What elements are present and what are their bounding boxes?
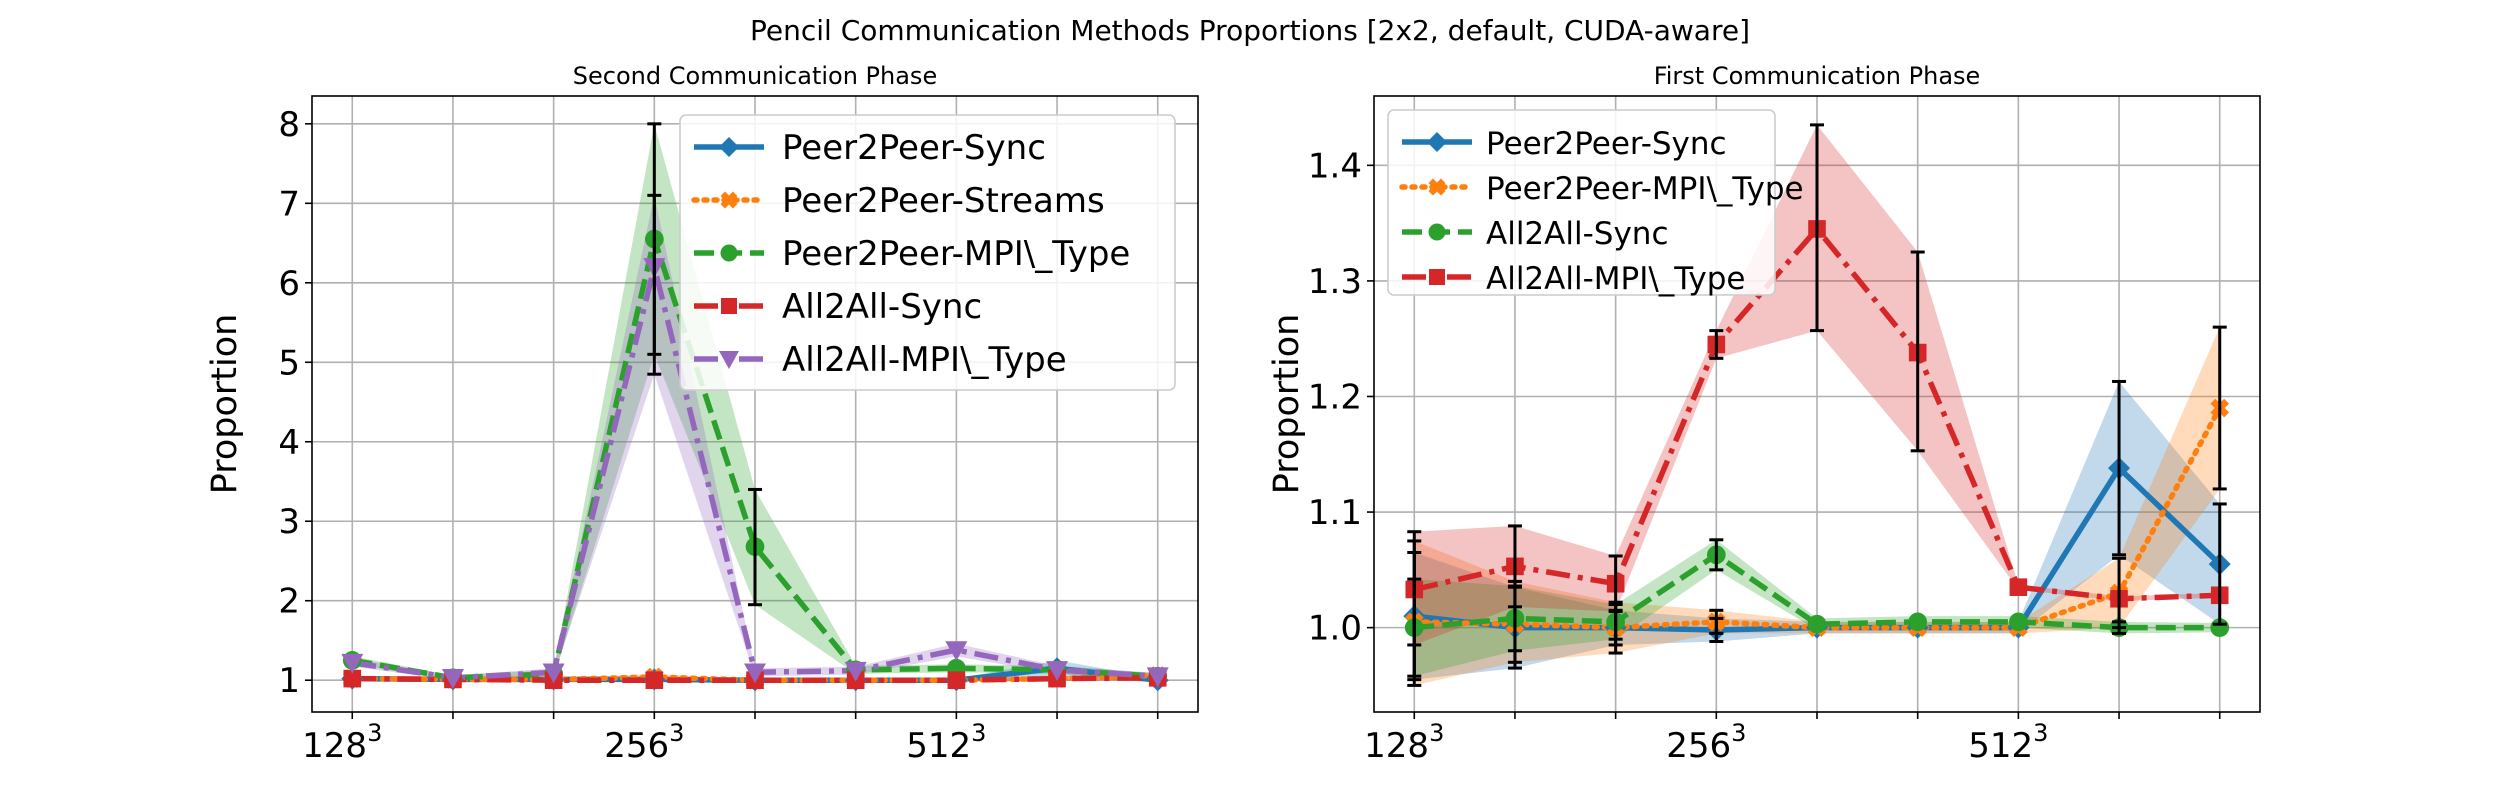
legend-marker-peer2peer-streams (720, 191, 738, 209)
point-all2all-sync (1807, 614, 1827, 634)
band-peer2peer-sync (1414, 381, 2220, 680)
y-tick-label: 3 (278, 502, 300, 542)
point-all2all-mpi-type (1146, 667, 1169, 688)
point-all2all-mpi-type (844, 661, 867, 682)
panel-title: First Communication Phase (1654, 62, 1981, 90)
x-tick-label: 2563 (1666, 719, 1746, 766)
x-tick-base: 256 (604, 726, 669, 766)
y-tick-label: 1.3 (1308, 262, 1362, 302)
band-peer2peer-mpi-type (1414, 327, 2220, 686)
y-tick-label: 7 (278, 184, 300, 224)
x-tick-exponent: 3 (971, 719, 986, 747)
legend-label-peer2peer-streams: Peer2Peer-Streams (782, 181, 1105, 221)
legend-marker-all2all-sync (1428, 223, 1446, 241)
legend-label-peer2peer-mpi-type: Peer2Peer-MPI\_Type (782, 234, 1130, 274)
point-all2all-sync (2009, 612, 2028, 632)
x-tick-exponent: 3 (669, 719, 684, 747)
x-tick-label: 5123 (906, 719, 986, 766)
x-tick-base: 512 (1968, 726, 2033, 766)
point-all2all-sync (343, 669, 362, 688)
point-all2all-sync (947, 671, 966, 690)
x-tick-exponent: 3 (367, 719, 382, 747)
y-axis-label: Proportion (1267, 314, 1307, 495)
legend-label-all2all-mpi-type: All2All-MPI\_Type (1486, 261, 1746, 297)
legend-label-peer2peer-mpi-type: Peer2Peer-MPI\_Type (1486, 171, 1804, 207)
legend-box (1387, 109, 1776, 296)
y-tick-label: 1 (278, 661, 300, 701)
x-tick-exponent: 3 (2033, 719, 2048, 747)
legend: Peer2Peer-Sync Peer2Peer-MPI\_Type All2All… (1387, 109, 1804, 297)
x-tick-exponent: 3 (1731, 719, 1746, 747)
legend-label-peer2peer-sync: Peer2Peer-Sync (1486, 126, 1727, 162)
y-tick-label: 4 (278, 423, 300, 463)
legend: Peer2Peer-Sync Peer2Peer-Streams Peer2Peer… (679, 114, 1176, 391)
x-tick-exponent: 3 (1429, 719, 1444, 747)
y-tick-label: 1.4 (1308, 146, 1362, 186)
legend-marker-peer2peer-sync (1427, 132, 1447, 152)
point-all2all-mpi-type (2009, 578, 2028, 596)
y-tick-label: 1.0 (1308, 609, 1362, 649)
x-tick-base: 128 (302, 726, 367, 766)
x-tick-base: 512 (906, 726, 971, 766)
legend-marker-all2all-mpi-type (719, 351, 739, 369)
legend-label-all2all-sync: All2All-Sync (782, 287, 982, 327)
x-tick-label: 1283 (302, 719, 382, 766)
x-tick-label: 1283 (1364, 719, 1444, 766)
panel-title: Second Communication Phase (573, 62, 937, 90)
x-axis: 1283 2563 5123 (302, 712, 1159, 766)
point-all2all-mpi-type (341, 653, 364, 674)
legend-label-all2all-mpi-type: All2All-MPI\_Type (782, 340, 1067, 380)
series-markers (341, 229, 1169, 692)
point-all2all-sync (645, 671, 664, 690)
legend-marker-peer2peer-sync (719, 137, 739, 157)
y-tick-label: 8 (278, 105, 300, 145)
x-tick-base: 256 (1666, 726, 1731, 766)
point-all2all-mpi-type (1046, 661, 1069, 681)
x-tick-label: 2563 (604, 719, 684, 766)
panel-first-communication-phase: First Communication Phase 1.0 1.1 1.2 1.3 1.4… (1267, 62, 2261, 766)
error-bars (647, 122, 762, 607)
series-line-all2all-sync (1414, 552, 2220, 631)
legend-marker-all2all-mpi-type (1429, 269, 1445, 285)
legend-marker-all2all-sync (721, 298, 737, 314)
error-bars (1407, 123, 2227, 687)
legend-box (679, 114, 1176, 391)
legend-label-all2all-sync: All2All-Sync (1486, 216, 1669, 252)
y-tick-label: 6 (278, 264, 300, 304)
y-tick-label: 1.2 (1308, 377, 1362, 417)
legend-marker-peer2peer-mpi-type (1428, 178, 1446, 196)
y-axis-label: Proportion (205, 314, 245, 495)
legend-label-peer2peer-sync: Peer2Peer-Sync (782, 128, 1046, 168)
point-all2all-mpi-type (441, 669, 464, 689)
y-axis: 1.0 1.1 1.2 1.3 1.4 (1308, 146, 1374, 649)
point-all2all-sync (1908, 612, 1928, 632)
series-line-peer2peer-mpi-type (351, 236, 1158, 681)
band-all2all-sync (1414, 539, 2220, 677)
legend-marker-peer2peer-mpi-type (720, 244, 738, 262)
y-axis: 1 2 3 4 5 6 7 8 (278, 105, 312, 701)
point-all2all-mpi-type (542, 663, 565, 684)
figure-title: Pencil Communication Methods Proportions… (750, 14, 1750, 47)
point-all2all-mpi-type (945, 641, 968, 662)
x-axis: 1283 2563 5123 (1364, 712, 2221, 766)
y-tick-label: 2 (278, 582, 300, 622)
x-tick-label: 5123 (1968, 719, 2048, 766)
y-tick-label: 1.1 (1308, 493, 1362, 533)
y-tick-label: 5 (278, 343, 300, 383)
x-tick-base: 128 (1364, 726, 1429, 766)
point-all2all-mpi-type (744, 663, 766, 684)
